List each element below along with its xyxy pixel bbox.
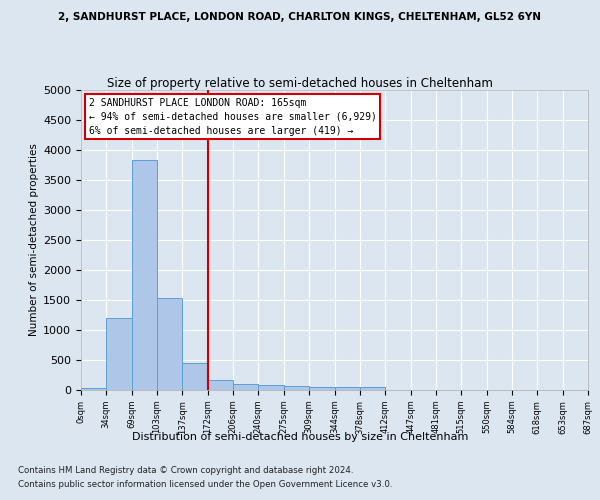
Bar (106, 318, 132, 390)
Bar (182, 363, 208, 390)
Bar (360, 387, 385, 390)
Bar (258, 385, 284, 390)
Bar (81, 388, 106, 390)
Text: 2, SANDHURST PLACE, LONDON ROAD, CHARLTON KINGS, CHELTENHAM, GL52 6YN: 2, SANDHURST PLACE, LONDON ROAD, CHARLTO… (59, 12, 542, 22)
Bar (132, 160, 157, 390)
Y-axis label: Number of semi-detached properties: Number of semi-detached properties (29, 144, 39, 336)
Bar (284, 386, 309, 390)
Text: Size of property relative to semi-detached houses in Cheltenham: Size of property relative to semi-detach… (107, 78, 493, 90)
Bar (309, 387, 335, 390)
Bar (208, 380, 233, 390)
Text: 2 SANDHURST PLACE LONDON ROAD: 165sqm
← 94% of semi-detached houses are smaller : 2 SANDHURST PLACE LONDON ROAD: 165sqm ← … (89, 98, 376, 136)
Text: Contains HM Land Registry data © Crown copyright and database right 2024.: Contains HM Land Registry data © Crown c… (18, 466, 353, 475)
Text: Distribution of semi-detached houses by size in Cheltenham: Distribution of semi-detached houses by … (132, 432, 468, 442)
Bar (157, 298, 182, 390)
Bar (335, 387, 360, 390)
Bar (233, 384, 258, 390)
Text: Contains public sector information licensed under the Open Government Licence v3: Contains public sector information licen… (18, 480, 392, 489)
